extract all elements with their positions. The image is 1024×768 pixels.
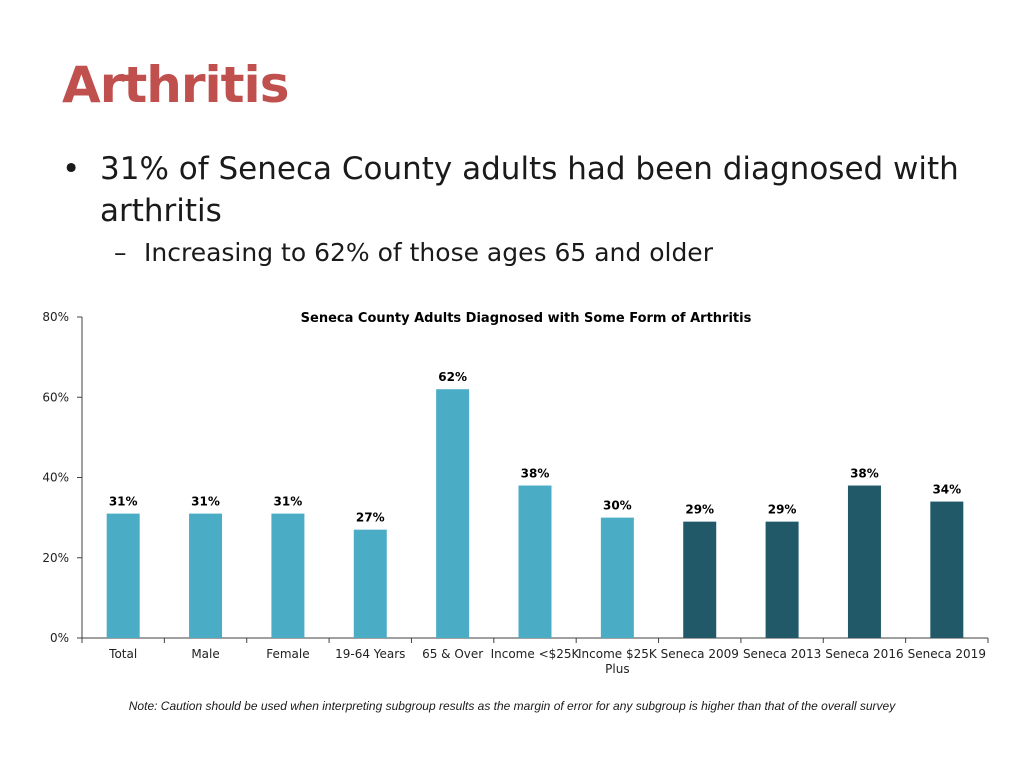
- data-label: 31%: [274, 495, 303, 509]
- main-bullet-text: 31% of Seneca County adults had been dia…: [100, 151, 959, 229]
- bar: [765, 521, 799, 638]
- footnote: Note: Caution should be used when interp…: [128, 699, 896, 713]
- category-label: Seneca 2009: [661, 647, 739, 661]
- bar: [683, 521, 717, 638]
- chart-data-labels: 31% 31% 31% 27% 62% 38% 30% 29% 29% 38% 34%: [109, 370, 961, 524]
- y-tick-label: 80%: [42, 310, 69, 324]
- bar: [189, 513, 223, 638]
- bar: [930, 501, 964, 638]
- arthritis-bar-chart: 31% 31% 31% 27% 62% 38% 30% 29% 29% 38% 34% Total M…: [42, 310, 989, 676]
- category-label: Income <$25K: [491, 647, 581, 661]
- data-label: 31%: [191, 495, 220, 509]
- data-label: 30%: [603, 499, 632, 513]
- bar: [518, 485, 552, 638]
- sub-bullet-marker: –: [114, 238, 127, 267]
- category-label: Seneca 2019: [908, 647, 986, 661]
- sub-bullet-text: Increasing to 62% of those ages 65 and o…: [144, 238, 713, 267]
- data-label: 31%: [109, 495, 138, 509]
- chart-x-tick-labels: Total Male Female 19-64 Years 65 & Over Incom…: [108, 647, 986, 676]
- bullet-marker: •: [62, 151, 81, 187]
- bar: [353, 529, 387, 638]
- category-label: 19-64 Years: [335, 647, 405, 661]
- data-label: 62%: [438, 370, 467, 384]
- y-tick-label: 60%: [42, 390, 69, 404]
- chart-title: Seneca County Adults Diagnosed with Some…: [301, 311, 752, 326]
- category-label: Seneca 2016: [825, 647, 903, 661]
- data-label: 29%: [768, 503, 797, 517]
- main-bullet: • 31% of Seneca County adults had been d…: [62, 148, 962, 232]
- chart-y-tick-labels: 0% 20% 40% 60% 80%: [42, 310, 69, 645]
- data-label: 34%: [932, 483, 961, 497]
- bar: [847, 485, 881, 638]
- bar: [271, 513, 305, 638]
- y-tick-label: 0%: [50, 631, 69, 645]
- data-label: 38%: [521, 467, 550, 481]
- slide-title: Arthritis: [62, 56, 289, 114]
- bar: [600, 517, 634, 638]
- y-tick-label: 40%: [42, 471, 69, 485]
- category-label: Female: [266, 647, 309, 661]
- category-label: Income $25K Plus: [578, 647, 658, 676]
- category-label: Male: [191, 647, 219, 661]
- data-label: 29%: [685, 503, 714, 517]
- data-label: 38%: [850, 467, 879, 481]
- sub-bullet: – Increasing to 62% of those ages 65 and …: [114, 236, 713, 270]
- category-label: 65 & Over: [422, 647, 483, 661]
- category-label: Total: [108, 647, 137, 661]
- bar: [436, 389, 470, 638]
- data-label: 27%: [356, 511, 385, 525]
- y-tick-label: 20%: [42, 551, 69, 565]
- category-label: Seneca 2013: [743, 647, 821, 661]
- bar: [106, 513, 140, 638]
- chart-bars: [106, 389, 964, 638]
